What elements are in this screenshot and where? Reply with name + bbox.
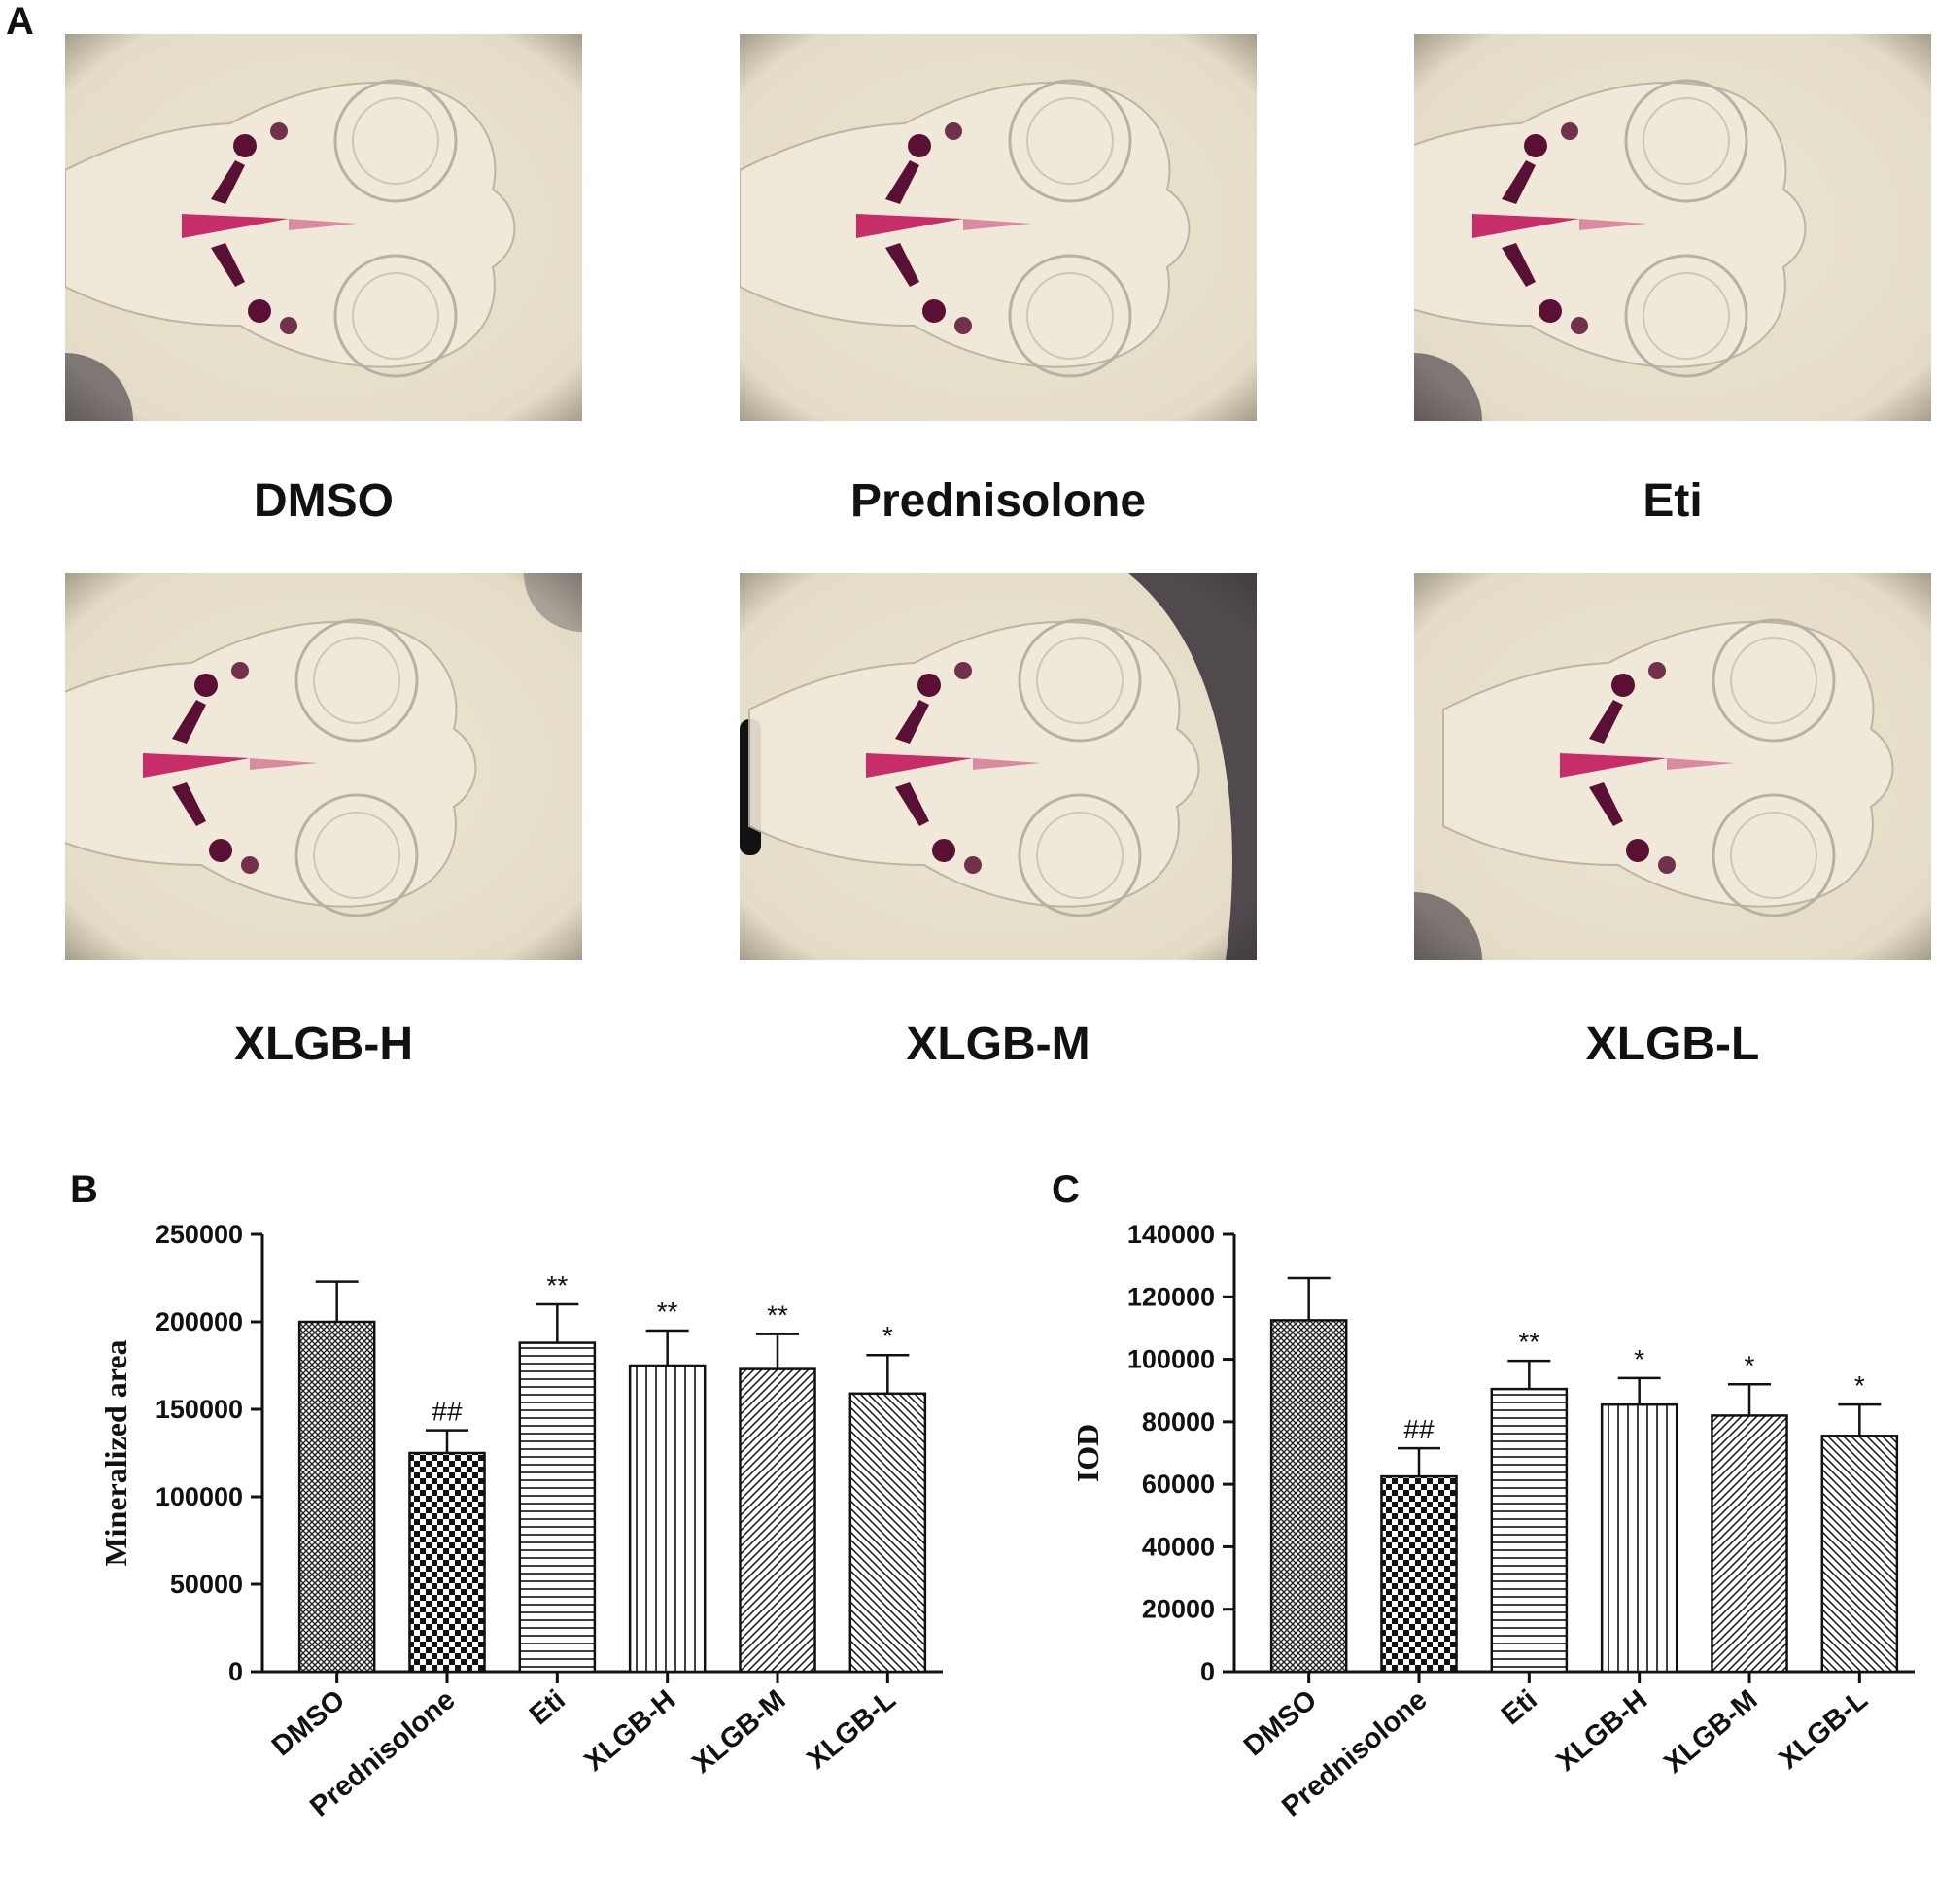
x-tick-label: XLGB-L [1774,1684,1874,1776]
significance-annotation: * [882,1321,893,1351]
x-tick-label: Eti [524,1684,571,1731]
bar-eti [1490,1387,1569,1674]
micrograph-label: XLGB-H [234,1019,413,1070]
bar-eti [518,1341,597,1674]
significance-annotation: ** [1518,1327,1539,1357]
y-axis-label: Mineralized area [98,1339,133,1566]
significance-annotation: * [1634,1344,1644,1374]
significance-annotation: ** [546,1270,568,1300]
significance-annotation: * [1854,1370,1865,1401]
significance-annotation: ## [1403,1414,1435,1444]
significance-annotation: ## [432,1397,463,1427]
x-tick-label: DMSO [1238,1684,1323,1762]
x-tick-label: XLGB-H [1550,1684,1653,1778]
y-tick-label: 0 [228,1657,243,1686]
significance-annotation: ** [767,1300,788,1331]
y-tick-label: 40000 [1142,1532,1215,1561]
bar-xlgb-h [628,1364,707,1674]
y-tick-label: 140000 [1127,1220,1215,1249]
y-tick-label: 100000 [1127,1345,1215,1374]
y-tick-label: 0 [1200,1657,1215,1686]
micrograph-image [65,573,582,960]
bar-xlgb-h [1600,1402,1678,1674]
bar-prednisolone [408,1451,486,1674]
significance-annotation: ** [657,1297,678,1327]
micrograph-image [740,573,1257,960]
y-tick-label: 60000 [1142,1470,1215,1499]
micrograph-label: DMSO [254,475,394,527]
micrograph-image [740,34,1257,421]
chart-c-svg: 0 20000 40000 60000 80000 100000 120000 140000 I… [1070,1220,1915,1822]
bar-dmso [1269,1319,1348,1674]
bar-xlgb-m [739,1367,816,1674]
bar-xlgb-l [848,1392,927,1674]
micrograph-image [1414,34,1931,421]
micrograph-label: Eti [1643,475,1703,527]
y-tick-label: 120000 [1127,1282,1215,1311]
micrograph-label: Prednisolone [849,475,1147,527]
chart-b-svg: 0 50000 100000 150000 200000 250000 Mineralize… [98,1220,943,1822]
significance-annotation: * [1745,1350,1755,1380]
panel-b-letter: B [70,1168,98,1211]
micrograph-label: XLGB-L [1585,1019,1760,1070]
micrograph-label: XLGB-M [906,1019,1090,1070]
x-tick-label: XLGB-M [1658,1684,1763,1780]
bar-dmso [297,1320,376,1674]
micrograph-image [1414,573,1931,960]
chart-mineralized-area: 0 50000 100000 150000 200000 250000 Mineralize… [87,1181,962,1900]
bar-xlgb-l [1820,1435,1899,1674]
bar-xlgb-m [1711,1414,1788,1674]
y-tick-label: 100000 [156,1482,243,1511]
y-tick-label: 150000 [156,1395,243,1424]
y-axis-label: IOD [1070,1424,1105,1482]
bar-prednisolone [1380,1474,1458,1674]
x-tick-label: XLGB-H [578,1684,681,1778]
y-tick-label: 80000 [1142,1407,1215,1437]
chart-iod: 0 20000 40000 60000 80000 100000 120000 140000 I… [1059,1181,1934,1900]
y-tick-label: 20000 [1142,1595,1215,1624]
x-tick-label: XLGB-L [802,1684,902,1776]
panel-a-letter: A [6,0,34,43]
panel-c-letter: C [1052,1168,1080,1211]
y-tick-label: 200000 [156,1307,243,1336]
x-tick-label: DMSO [266,1684,351,1762]
x-tick-label: Eti [1496,1684,1543,1731]
y-tick-label: 50000 [170,1570,243,1599]
x-tick-label: XLGB-M [686,1684,791,1780]
y-tick-label: 250000 [156,1220,243,1249]
micrograph-image [65,34,582,421]
